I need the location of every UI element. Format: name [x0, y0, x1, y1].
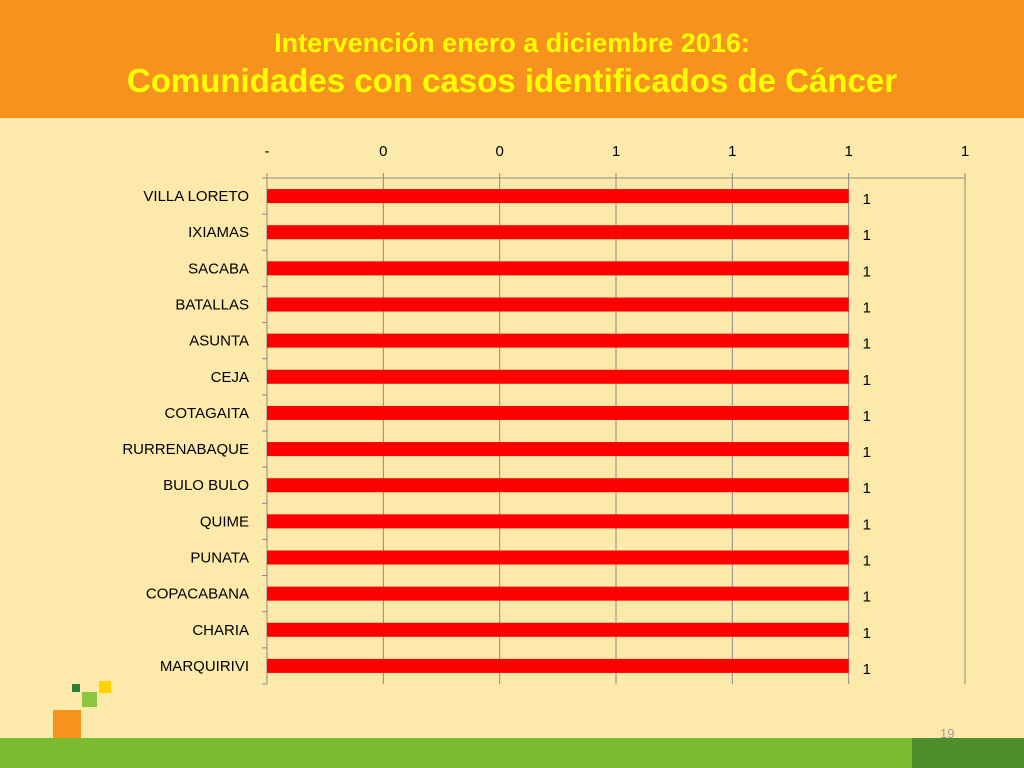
bar — [267, 225, 849, 240]
data-label: 1 — [863, 191, 871, 208]
bar — [267, 261, 849, 276]
data-label: 1 — [863, 336, 871, 353]
bar — [267, 333, 849, 348]
x-tick-label: 0 — [495, 143, 503, 160]
bar-chart: - 0 0 1 1 1 1 VILLA LORETO 1 IXIAMAS 1 SACABA 1 BATAL… — [122, 143, 969, 685]
page-number: 19 — [940, 726, 955, 741]
bar — [267, 622, 849, 637]
logo-square-light-green — [82, 692, 97, 707]
logo-square-yellow — [99, 681, 111, 693]
bar — [267, 405, 849, 420]
data-label: 1 — [863, 553, 871, 570]
category-label: CEJA — [211, 369, 249, 386]
bar — [267, 189, 849, 204]
x-tick-label: 1 — [728, 143, 736, 160]
footer-bar-accent — [912, 738, 1024, 768]
category-label: SACABA — [188, 260, 249, 277]
slide-header: Intervención enero a diciembre 2016: Com… — [0, 0, 1024, 118]
x-tick-label: 0 — [379, 143, 387, 160]
category-label: COPACABANA — [146, 586, 249, 603]
data-label: 1 — [863, 661, 871, 678]
x-tick-label: 1 — [961, 143, 969, 160]
data-label: 1 — [863, 516, 871, 533]
category-label: CHARIA — [192, 622, 249, 639]
data-label: 1 — [863, 408, 871, 425]
category-label: ASUNTA — [189, 333, 249, 350]
category-label: BULO BULO — [163, 477, 249, 494]
category-label: QUIME — [200, 513, 249, 530]
x-tick-label: 1 — [612, 143, 620, 160]
data-label: 1 — [863, 300, 871, 317]
category-label: MARQUIRIVI — [160, 658, 249, 675]
data-label: 1 — [863, 589, 871, 606]
bar — [267, 478, 849, 493]
bar — [267, 586, 849, 601]
footer-bar — [0, 738, 1024, 768]
bar — [267, 369, 849, 384]
data-label: 1 — [863, 227, 871, 244]
data-label: 1 — [863, 444, 871, 461]
data-label: 1 — [863, 625, 871, 642]
x-tick-label: - — [265, 143, 270, 160]
bar — [267, 442, 849, 457]
bar — [267, 297, 849, 312]
data-label: 1 — [863, 263, 871, 280]
category-label: RURRENABAQUE — [122, 441, 249, 458]
bar — [267, 514, 849, 529]
category-label: COTAGAITA — [165, 405, 249, 422]
data-label: 1 — [863, 372, 871, 389]
x-tick-label: 1 — [844, 143, 852, 160]
category-label: PUNATA — [190, 550, 249, 567]
category-label: BATALLAS — [175, 297, 249, 314]
category-label: IXIAMAS — [188, 224, 249, 241]
logo-square-orange — [53, 710, 81, 738]
logo-square-dark-green — [72, 684, 80, 692]
bar — [267, 550, 849, 565]
bar — [267, 658, 849, 673]
slide-subtitle: Intervención enero a diciembre 2016: — [274, 28, 750, 58]
category-label: VILLA LORETO — [143, 188, 249, 205]
data-label: 1 — [863, 480, 871, 497]
slide-title: Comunidades con casos identificados de C… — [126, 62, 898, 99]
